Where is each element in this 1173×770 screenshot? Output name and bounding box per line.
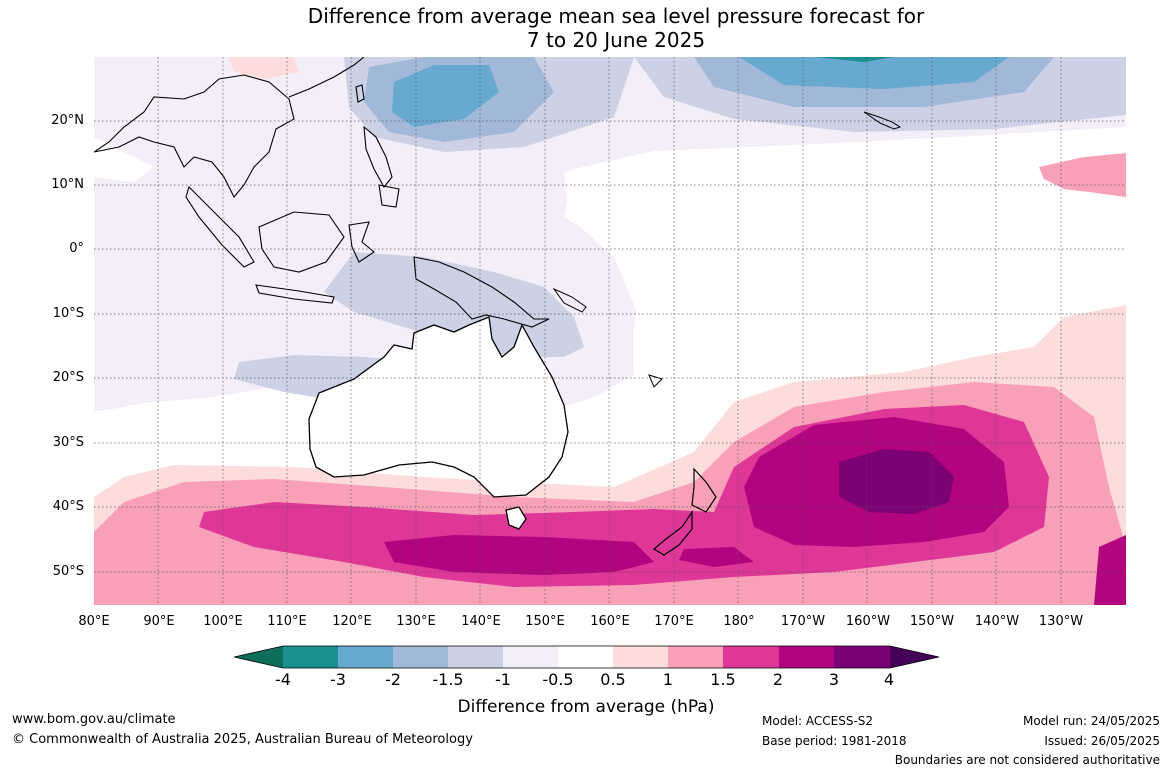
lat-label-20n: 20°N <box>51 113 84 128</box>
australia-coastline <box>308 316 569 498</box>
colorbar-tick-9: 2 <box>772 670 784 689</box>
pressure-anomaly-map[interactable] <box>94 57 1126 605</box>
chart-title: Difference from average mean sea level p… <box>0 4 1173 52</box>
colorbar-swatch-9 <box>723 646 779 668</box>
model-name: Model: ACCESS-S2 <box>762 714 874 728</box>
boundaries-disclaimer: Boundaries are not considered authoritat… <box>894 753 1160 767</box>
neutral-region-indochina <box>94 137 154 182</box>
colorbar-label: Difference from average (hPa) <box>457 697 715 717</box>
anomaly-region-neg-0-5 <box>94 57 1126 417</box>
lon-label-160e: 160°E <box>590 614 630 629</box>
lat-label-20s: 20°S <box>52 370 84 385</box>
anomaly-region-pos-2-d <box>1094 535 1126 605</box>
colorbar-swatch-10 <box>779 646 834 668</box>
colorbar-tick-10: 3 <box>828 670 840 689</box>
sumatra-coastline <box>185 185 255 268</box>
colorbar-outline <box>234 645 940 669</box>
colorbar-swatch-2 <box>338 646 393 668</box>
lon-label-120e: 120°E <box>332 614 372 629</box>
mindanao-coastline <box>378 184 400 208</box>
colorbar-swatch-5 <box>503 646 558 668</box>
lon-label-80e: 80°E <box>78 614 110 629</box>
colorbar-swatch-12 <box>890 646 939 668</box>
lat-label-40s: 40°S <box>52 499 84 514</box>
bom-website-link[interactable]: www.bom.gov.au/climate <box>12 712 176 727</box>
lon-label-150e: 150°E <box>525 614 565 629</box>
colorbar-swatch-4 <box>448 646 503 668</box>
sulawesi-coastline <box>348 221 375 263</box>
lat-label-10n: 10°N <box>51 177 84 192</box>
neutral-region-pacific <box>564 147 984 407</box>
solomon-islands <box>552 287 587 313</box>
colorbar-swatch-11 <box>834 646 890 668</box>
fiji-islands <box>648 374 663 388</box>
lon-label-130e: 130°E <box>396 614 436 629</box>
map-canvas <box>94 57 1126 605</box>
anomaly-region-pos-1-north <box>1039 153 1126 197</box>
colorbar-tick-4: -1 <box>495 670 511 689</box>
asia-northeast-coastline <box>288 57 365 98</box>
anomaly-region-neg-3 <box>814 57 894 62</box>
colorbar-tick-11: 4 <box>883 670 895 689</box>
lon-label-110e: 110°E <box>267 614 307 629</box>
anomaly-region-neg-2-a <box>392 65 499 127</box>
lat-label-50s: 50°S <box>52 564 84 579</box>
hawaii-islands <box>863 111 902 130</box>
lon-label-100e: 100°E <box>203 614 243 629</box>
colorbar-swatch-6 <box>558 646 613 668</box>
colorbar-swatch-1 <box>283 646 338 668</box>
issued-date: Issued: 26/05/2025 <box>1044 734 1160 748</box>
lon-label-90e: 90°E <box>143 614 175 629</box>
colorbar-tick-8: 1.5 <box>710 670 736 689</box>
java-coastline <box>255 284 335 304</box>
colorbar-swatch-3 <box>393 646 448 668</box>
colorbar-legend <box>234 645 940 669</box>
colorbar-tick-7: 1 <box>662 670 674 689</box>
anomaly-region-neg-2-b <box>739 57 1009 89</box>
colorbar-swatch-0 <box>234 646 283 668</box>
new-zealand-north-island <box>691 467 717 513</box>
lon-label-130w: 130°W <box>1038 614 1084 629</box>
lon-label-170w: 170°W <box>780 614 826 629</box>
lat-label-0: 0° <box>69 241 84 256</box>
title-line-2: 7 to 20 June 2025 <box>526 28 706 52</box>
lon-label-160w: 160°W <box>845 614 891 629</box>
new-guinea-coastline <box>413 256 550 328</box>
base-period: Base period: 1981-2018 <box>762 734 907 748</box>
colorbar-tick-6: 0.5 <box>600 670 626 689</box>
borneo-coastline <box>258 211 345 273</box>
lat-label-30s: 30°S <box>52 435 84 450</box>
tasmania-coastline <box>505 506 527 530</box>
colorbar-swatch-7 <box>613 646 668 668</box>
neutral-region-south-west <box>94 387 734 477</box>
lon-label-140w: 140°W <box>974 614 1020 629</box>
anomaly-region-pos-3 <box>839 449 954 514</box>
taiwan-coastline <box>355 84 365 103</box>
lat-label-10s: 10°S <box>52 306 84 321</box>
copyright-notice: © Commonwealth of Australia 2025, Austra… <box>12 732 473 747</box>
title-line-1: Difference from average mean sea level p… <box>307 4 925 28</box>
lon-label-170e: 170°E <box>654 614 694 629</box>
lon-label-150w: 150°W <box>909 614 955 629</box>
philippines-coastline <box>363 125 393 188</box>
model-run-date: Model run: 24/05/2025 <box>1022 714 1160 728</box>
anomaly-region-pos-2-c <box>679 547 754 567</box>
anomaly-region-neg-1-c <box>324 252 584 357</box>
lon-label-180: 180° <box>723 614 755 629</box>
graticule <box>94 57 1126 605</box>
lon-label-140e: 140°E <box>461 614 501 629</box>
colorbar-tick-2: -2 <box>385 670 401 689</box>
colorbar-tick-3: -1.5 <box>432 670 464 689</box>
colorbar-tick-1: -3 <box>330 670 346 689</box>
new-zealand-south-island <box>652 510 693 556</box>
colorbar-swatch-8 <box>668 646 723 668</box>
colorbar-tick-0: -4 <box>275 670 291 689</box>
anomaly-region-pos-2-b <box>384 535 654 575</box>
colorbar-tick-5: -0.5 <box>542 670 574 689</box>
asia-coastline <box>94 74 295 198</box>
